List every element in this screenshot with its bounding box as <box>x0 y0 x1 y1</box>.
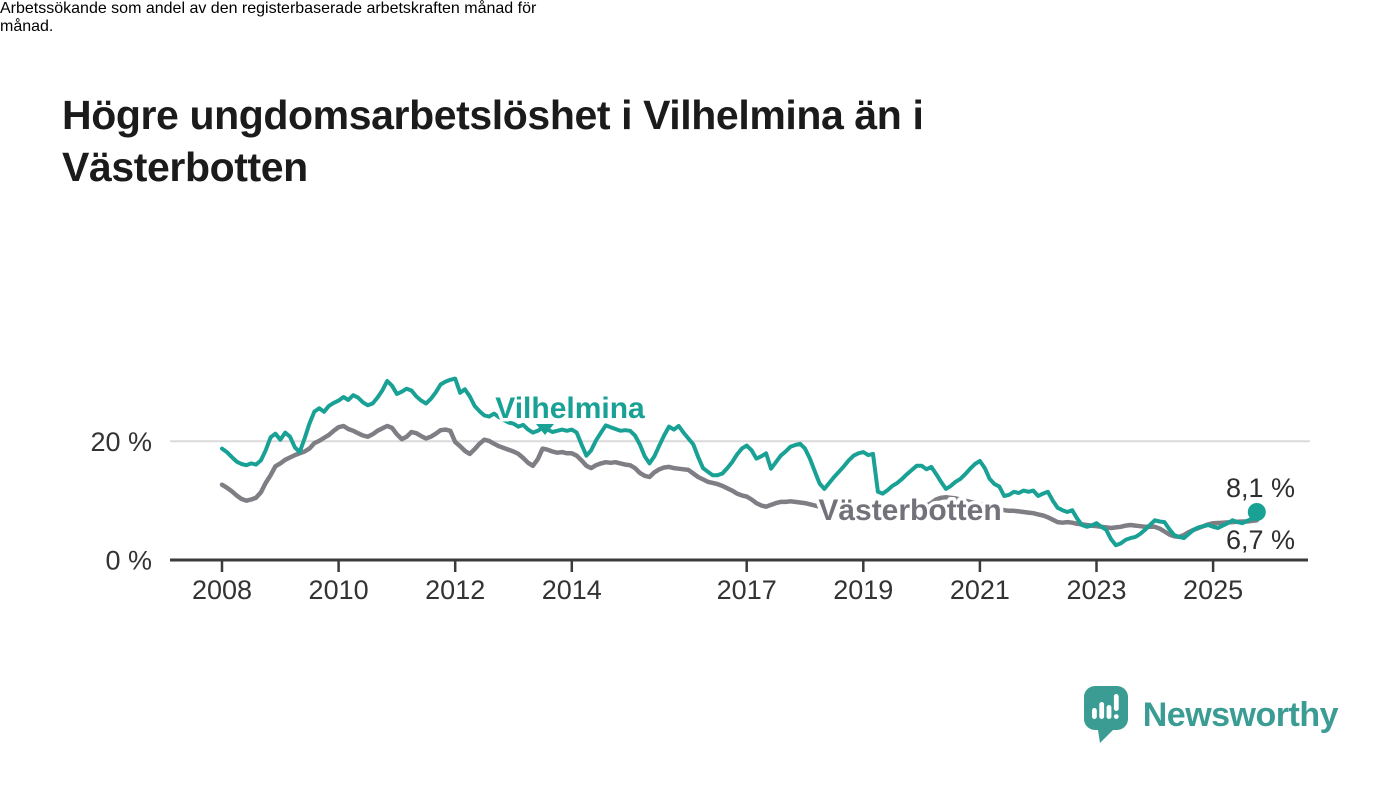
subtitle-line-1: Arbetssökande som andel av den registerb… <box>0 0 537 17</box>
vilhelmina-end-dot <box>1247 503 1266 521</box>
vilhelmina-line <box>220 376 1259 548</box>
x-tick-label: 2025 <box>1183 575 1243 605</box>
page-title: Högre ungdomsarbetslöshet i Vilhelmina ä… <box>62 89 1262 193</box>
newsworthy-wordmark: Newsworthy <box>1142 696 1339 734</box>
y-axis-label-0: 0 % <box>105 546 152 576</box>
subtitle-line-2: månad. <box>0 18 54 35</box>
vilhelmina-series-label: Vilhelmina <box>495 392 645 425</box>
x-tick-label: 2008 <box>192 575 252 605</box>
vilhelmina-label-pointer-icon <box>536 424 554 435</box>
line-chart: 20 % 0 % 2008 2010 2012 2014 2017 2019 2021 202… <box>90 376 1310 605</box>
chart-header: Högre ungdomsarbetslöshet i Vilhelmina ä… <box>0 0 1400 190</box>
newsworthy-logo: Newsworthy <box>1083 686 1339 744</box>
vilhelmina-end-value-label: 8,1 % <box>1226 473 1295 503</box>
x-tick-label: 2012 <box>425 575 485 605</box>
vasterbotten-series-label: Västerbotten <box>818 494 1001 527</box>
title-line-2: Västerbotten <box>62 144 308 191</box>
title-line-1: Högre ungdomsarbetslöshet i Vilhelmina ä… <box>62 92 924 139</box>
x-tick-label: 2017 <box>717 575 777 605</box>
newsworthy-bubble-bar-chart-icon <box>1083 686 1128 743</box>
x-axis-ticks: 2008 2010 2012 2014 2017 2019 2021 2023 2025 <box>192 560 1243 605</box>
vasterbotten-end-value-label: 6,7 % <box>1226 525 1295 555</box>
x-tick-label: 2019 <box>833 575 893 605</box>
x-tick-label: 2021 <box>950 575 1010 605</box>
vasterbotten-line <box>219 423 1260 540</box>
x-tick-label: 2014 <box>542 575 602 605</box>
y-axis-label-20: 20 % <box>90 427 152 457</box>
x-tick-label: 2023 <box>1066 575 1126 605</box>
x-tick-label: 2010 <box>309 575 369 605</box>
